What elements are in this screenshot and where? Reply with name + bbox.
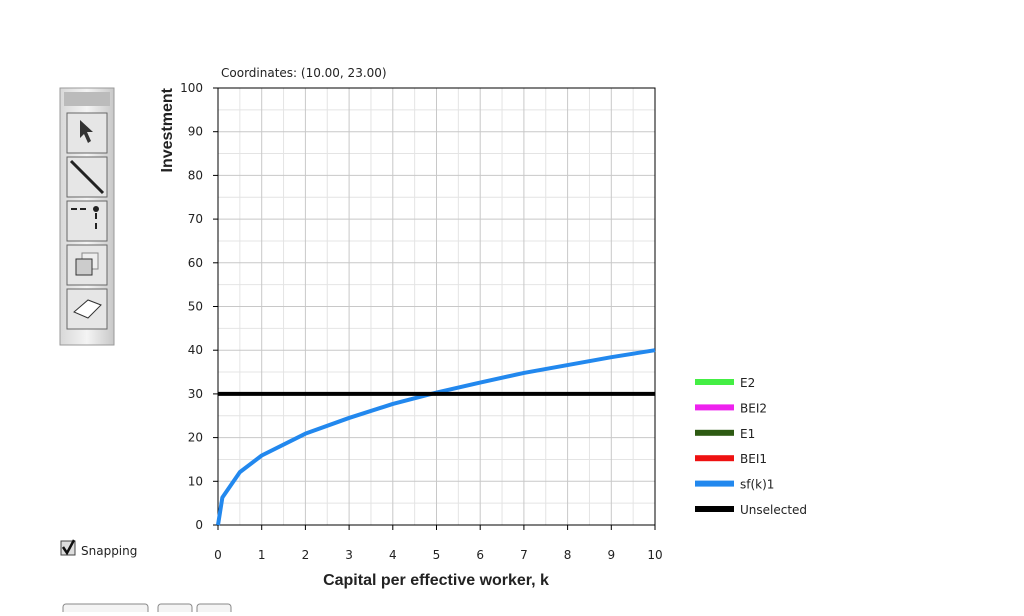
legend-swatch: [695, 455, 734, 462]
y-tick-label: 90: [188, 125, 203, 139]
x-tick-label: 8: [564, 548, 572, 562]
x-tick-label: 2: [302, 548, 310, 562]
y-tick-label: 40: [188, 343, 203, 357]
legend-swatch: [695, 429, 734, 436]
x-tick-label: 5: [433, 548, 441, 562]
x-tick-label: 9: [607, 548, 615, 562]
legend-label: E2: [740, 376, 755, 390]
y-tick-label: 30: [188, 387, 203, 401]
x-tick-label: 7: [520, 548, 528, 562]
y-axis-label: Investment: [159, 87, 176, 172]
plot-border: [217, 87, 656, 526]
snapping-checkbox[interactable]: Snapping: [60, 539, 137, 558]
undo-button[interactable]: [157, 603, 193, 616]
legend-swatch: [695, 404, 734, 411]
x-tick-label: 10: [647, 548, 662, 562]
x-tick-label: 1: [258, 548, 266, 562]
legend-label: BEI1: [740, 452, 767, 466]
y-tick-label: 10: [188, 474, 203, 488]
legend-label: E1: [740, 427, 755, 441]
x-tick-label: 0: [214, 548, 222, 562]
x-tick-label: 3: [345, 548, 353, 562]
coordinates: Coordinates: (10.00, 23.00): [221, 66, 387, 80]
y-tick-label: 60: [188, 256, 203, 270]
series-line: [216, 348, 656, 526]
y-tick-label: 0: [195, 518, 203, 532]
legend-label: Unselected: [740, 503, 807, 517]
y-tick-label: 100: [180, 81, 203, 95]
y-tick-label: 20: [188, 431, 203, 445]
point-tool[interactable]: [66, 200, 108, 242]
legend-swatch: [695, 379, 734, 385]
y-tick-label: 50: [188, 300, 203, 314]
legend-swatch: [695, 506, 734, 512]
legend-swatch: [695, 480, 734, 487]
redo-button[interactable]: [196, 603, 232, 616]
x-tick-label: 6: [476, 548, 484, 562]
button[interactable]: [62, 603, 149, 616]
x-tick-label: 4: [389, 548, 397, 562]
snapping-label: Snapping: [81, 544, 137, 558]
y-tick-label: 80: [188, 168, 203, 182]
legend-label: BEI2: [740, 401, 767, 415]
toolbar: [59, 87, 115, 346]
x-axis-label: Capital per effective worker, k: [323, 572, 549, 589]
y-tick-label: 70: [188, 212, 203, 226]
legend-label: sf(k)1: [740, 478, 774, 492]
